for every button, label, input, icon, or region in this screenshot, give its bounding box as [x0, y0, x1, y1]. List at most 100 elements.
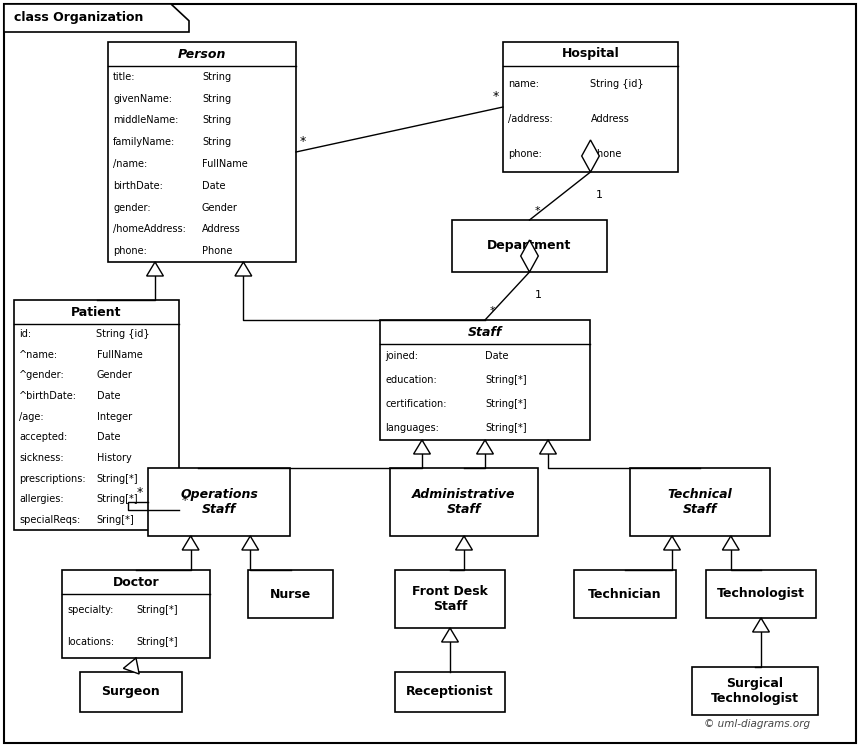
Text: education:: education: [385, 375, 437, 385]
Text: birthDate:: birthDate: [113, 181, 163, 190]
Text: Department: Department [488, 240, 572, 252]
Bar [108, 42, 296, 262]
Text: prescriptions:: prescriptions: [19, 474, 86, 483]
Text: *: * [490, 306, 495, 316]
Bar [390, 468, 538, 536]
Text: middleName:: middleName: [113, 116, 178, 125]
Text: String {id}: String {id} [96, 329, 150, 339]
Text: joined:: joined: [385, 351, 418, 361]
Text: /age:: /age: [19, 412, 44, 422]
Bar [148, 468, 290, 536]
Text: Gender: Gender [202, 202, 238, 213]
Bar [62, 570, 210, 658]
Text: Date: Date [96, 433, 120, 442]
Text: Gender: Gender [96, 371, 132, 380]
Text: String: String [202, 116, 231, 125]
Text: FullName: FullName [202, 159, 248, 169]
Text: Surgical
Technologist: Surgical Technologist [711, 677, 799, 705]
Text: History: History [96, 453, 132, 463]
Text: Technologist: Technologist [717, 587, 805, 601]
Bar [248, 570, 333, 618]
Text: specialty:: specialty: [67, 605, 114, 615]
Text: Receptionist: Receptionist [406, 686, 494, 698]
Bar [503, 42, 678, 172]
Text: phone:: phone: [508, 149, 542, 159]
Text: /homeAddress:: /homeAddress: [113, 224, 186, 235]
Text: String {id}: String {id} [591, 78, 644, 89]
Text: Phone: Phone [591, 149, 621, 159]
Polygon shape [146, 262, 163, 276]
Bar [380, 320, 590, 440]
Polygon shape [414, 440, 430, 454]
Text: Integer: Integer [96, 412, 132, 422]
Polygon shape [123, 658, 139, 674]
Text: *: * [182, 494, 188, 507]
Polygon shape [722, 536, 740, 550]
Text: Hospital: Hospital [562, 48, 619, 61]
Text: Person: Person [178, 48, 226, 61]
Polygon shape [752, 618, 770, 632]
Text: Doctor: Doctor [113, 575, 159, 589]
Text: allergies:: allergies: [19, 494, 64, 504]
Bar [692, 667, 818, 715]
Text: givenName:: givenName: [113, 93, 172, 104]
Text: String[*]: String[*] [136, 637, 178, 647]
Text: Date: Date [485, 351, 508, 361]
Text: Nurse: Nurse [270, 587, 311, 601]
Text: Sring[*]: Sring[*] [96, 515, 134, 524]
Text: Phone: Phone [202, 246, 232, 256]
Text: Surgeon: Surgeon [101, 686, 160, 698]
Text: Date: Date [202, 181, 225, 190]
Text: certification:: certification: [385, 399, 446, 409]
Text: *: * [137, 486, 143, 499]
Text: title:: title: [113, 72, 136, 82]
Text: String[*]: String[*] [485, 375, 526, 385]
Text: *: * [535, 206, 540, 216]
Text: String: String [202, 72, 231, 82]
Polygon shape [242, 536, 259, 550]
Text: ^name:: ^name: [19, 350, 58, 360]
Text: Front Desk
Staff: Front Desk Staff [412, 585, 488, 613]
Text: String[*]: String[*] [136, 605, 178, 615]
Text: accepted:: accepted: [19, 433, 67, 442]
Polygon shape [456, 536, 472, 550]
Text: name:: name: [508, 78, 539, 89]
Polygon shape [581, 140, 599, 172]
Bar [630, 468, 770, 536]
Text: FullName: FullName [96, 350, 142, 360]
Bar [395, 570, 505, 628]
Text: /name:: /name: [113, 159, 147, 169]
Text: class Organization: class Organization [14, 11, 144, 25]
Text: Operations
Staff: Operations Staff [180, 488, 258, 516]
Text: Address: Address [202, 224, 241, 235]
Bar [452, 220, 607, 272]
Polygon shape [4, 4, 189, 32]
Polygon shape [182, 536, 199, 550]
Text: *: * [300, 135, 306, 148]
Text: String[*]: String[*] [485, 399, 526, 409]
Text: /address:: /address: [508, 114, 553, 124]
Text: 1: 1 [595, 190, 603, 200]
Text: String: String [202, 137, 231, 147]
Bar [574, 570, 676, 618]
Text: *: * [493, 90, 499, 103]
Bar [80, 672, 182, 712]
Text: familyName:: familyName: [113, 137, 175, 147]
Bar [706, 570, 816, 618]
Text: languages:: languages: [385, 423, 439, 433]
Polygon shape [441, 628, 458, 642]
Polygon shape [235, 262, 252, 276]
Text: ^birthDate:: ^birthDate: [19, 391, 77, 401]
Text: phone:: phone: [113, 246, 147, 256]
Polygon shape [664, 536, 680, 550]
Polygon shape [476, 440, 494, 454]
Bar [395, 672, 505, 712]
Text: String[*]: String[*] [485, 423, 526, 433]
Text: String[*]: String[*] [96, 474, 138, 483]
Text: String: String [202, 93, 231, 104]
Text: © uml-diagrams.org: © uml-diagrams.org [703, 719, 810, 729]
Polygon shape [539, 440, 556, 454]
Text: gender:: gender: [113, 202, 150, 213]
Text: Technical
Staff: Technical Staff [667, 488, 733, 516]
Text: Technician: Technician [588, 587, 662, 601]
